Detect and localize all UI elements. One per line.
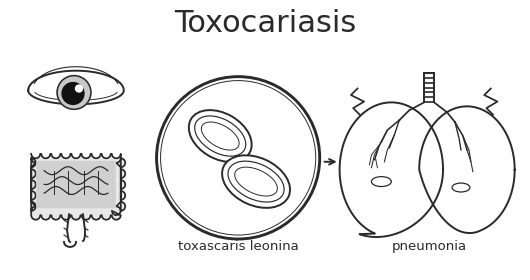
Text: Toxocariasis: Toxocariasis [174, 9, 356, 38]
Ellipse shape [222, 155, 290, 208]
Circle shape [57, 76, 91, 109]
Polygon shape [340, 102, 443, 237]
Text: pneumonia: pneumonia [392, 241, 467, 253]
Circle shape [156, 77, 320, 239]
Polygon shape [28, 71, 123, 104]
Circle shape [75, 85, 83, 92]
Polygon shape [419, 106, 515, 233]
Text: toxascaris leonina: toxascaris leonina [178, 241, 298, 253]
FancyBboxPatch shape [36, 161, 116, 208]
Polygon shape [31, 154, 125, 220]
Circle shape [62, 83, 84, 104]
Ellipse shape [189, 110, 252, 162]
